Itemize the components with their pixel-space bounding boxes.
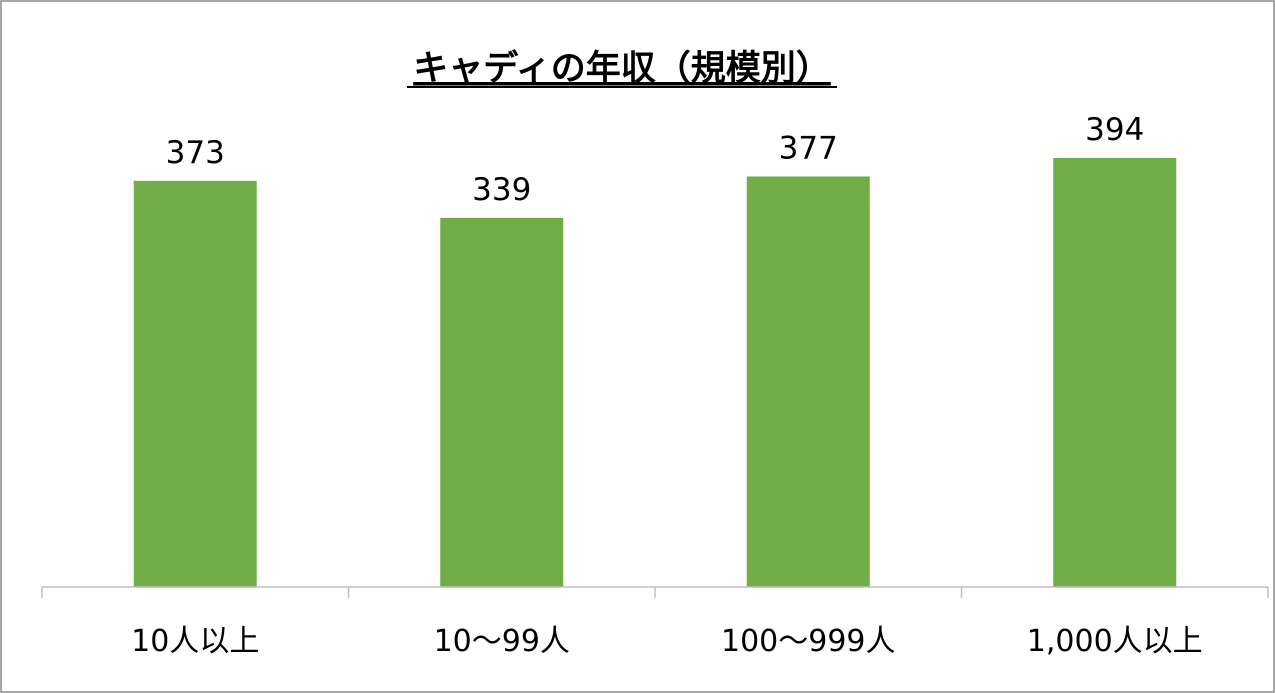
data-label: 394: [1085, 112, 1144, 148]
data-label: 339: [472, 172, 531, 208]
category-label: 10〜99人: [434, 624, 570, 659]
data-label: 373: [166, 135, 225, 171]
category-label: 10人以上: [131, 624, 259, 659]
data-label: 377: [779, 130, 838, 166]
chart-title: キャディの年収（規模別）: [413, 48, 831, 89]
category-label: 1,000人以上: [1027, 624, 1203, 659]
category-label: 100〜999人: [721, 624, 896, 659]
bar: [746, 176, 870, 587]
bar: [1053, 157, 1177, 587]
bar: [133, 180, 257, 587]
bar: [440, 217, 564, 587]
